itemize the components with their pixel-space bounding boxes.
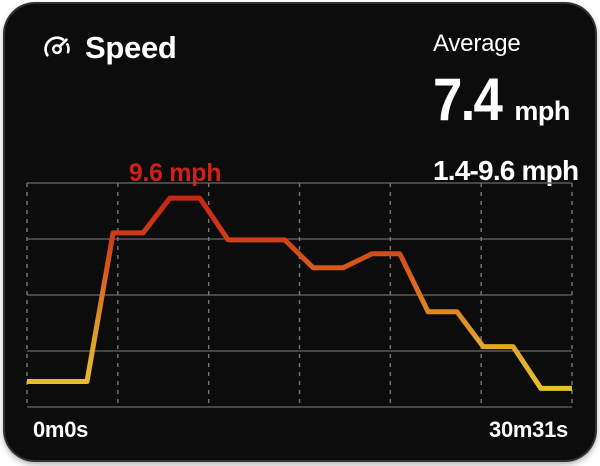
average-stats: Average 7.4 mph 1.4-9.6 mph [433, 30, 579, 186]
average-unit: mph [514, 96, 570, 126]
card-header: Speed [41, 30, 177, 66]
x-axis-end-label: 30m31s [489, 417, 568, 442]
speed-range: 1.4-9.6 mph [433, 155, 579, 186]
speedometer-icon [41, 32, 73, 64]
card-title: Speed [85, 30, 177, 65]
x-axis-start-label: 0m0s [33, 417, 89, 442]
average-label: Average [433, 30, 521, 57]
average-value: 7.4 [433, 66, 503, 133]
average-value-row: 7.4 mph [433, 70, 578, 141]
peak-speed-label: 9.6 mph [128, 159, 222, 187]
speed-card[interactable]: Speed Average 7.4 mph 1.4-9.6 mph 9.6 mp… [5, 4, 595, 460]
